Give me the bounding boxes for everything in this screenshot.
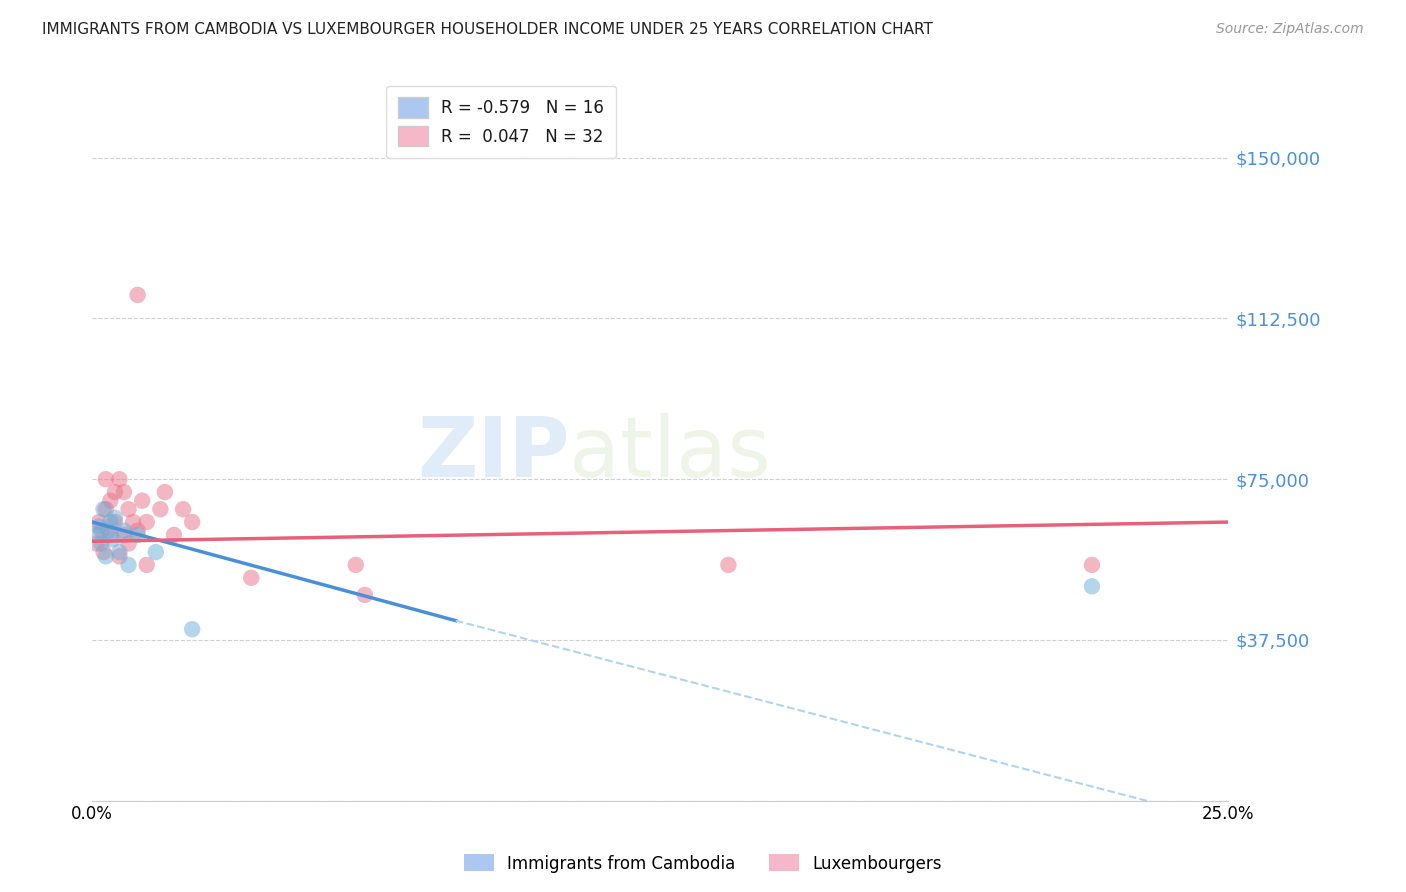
- Point: [353, 588, 375, 602]
- Point: [153, 485, 176, 500]
- Point: [172, 502, 194, 516]
- Point: [101, 532, 124, 546]
- Point: [163, 528, 186, 542]
- Point: [93, 545, 115, 559]
- Point: [131, 493, 153, 508]
- Point: [149, 502, 172, 516]
- Point: [112, 528, 135, 542]
- Point: [104, 485, 127, 500]
- Point: [117, 536, 139, 550]
- Legend: R = -0.579   N = 16, R =  0.047   N = 32: R = -0.579 N = 16, R = 0.047 N = 32: [387, 86, 616, 158]
- Point: [104, 515, 127, 529]
- Point: [135, 515, 157, 529]
- Point: [117, 558, 139, 572]
- Point: [104, 510, 127, 524]
- Point: [98, 493, 121, 508]
- Point: [86, 528, 108, 542]
- Point: [112, 485, 135, 500]
- Text: Source: ZipAtlas.com: Source: ZipAtlas.com: [1216, 22, 1364, 37]
- Point: [127, 524, 149, 538]
- Point: [94, 502, 117, 516]
- Point: [112, 524, 135, 538]
- Point: [90, 536, 112, 550]
- Point: [1081, 579, 1104, 593]
- Point: [108, 472, 131, 486]
- Point: [240, 571, 263, 585]
- Point: [90, 524, 112, 538]
- Text: IMMIGRANTS FROM CAMBODIA VS LUXEMBOURGER HOUSEHOLDER INCOME UNDER 25 YEARS CORRE: IMMIGRANTS FROM CAMBODIA VS LUXEMBOURGER…: [42, 22, 934, 37]
- Point: [86, 536, 108, 550]
- Point: [135, 558, 157, 572]
- Point: [93, 502, 115, 516]
- Point: [127, 288, 149, 302]
- Point: [181, 622, 204, 636]
- Legend: Immigrants from Cambodia, Luxembourgers: Immigrants from Cambodia, Luxembourgers: [457, 847, 949, 880]
- Point: [344, 558, 367, 572]
- Point: [94, 472, 117, 486]
- Point: [108, 545, 131, 559]
- Point: [87, 515, 110, 529]
- Point: [87, 519, 110, 533]
- Point: [181, 515, 204, 529]
- Point: [127, 528, 149, 542]
- Point: [98, 515, 121, 529]
- Point: [145, 545, 167, 559]
- Point: [117, 502, 139, 516]
- Text: ZIP: ZIP: [416, 413, 569, 494]
- Point: [97, 524, 120, 538]
- Point: [1081, 558, 1104, 572]
- Point: [94, 549, 117, 564]
- Point: [122, 515, 145, 529]
- Point: [717, 558, 740, 572]
- Point: [98, 528, 121, 542]
- Text: atlas: atlas: [569, 413, 770, 494]
- Point: [108, 549, 131, 564]
